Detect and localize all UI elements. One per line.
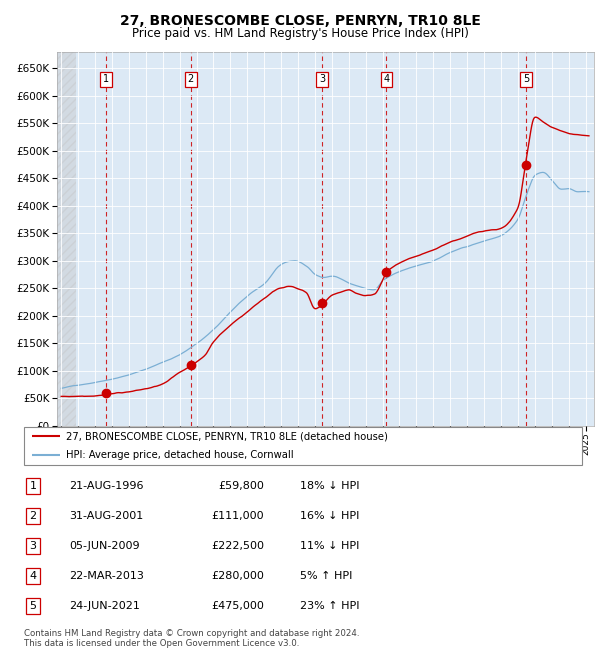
Text: 5: 5 bbox=[523, 75, 529, 84]
Text: 2: 2 bbox=[29, 511, 37, 521]
Text: 27, BRONESCOMBE CLOSE, PENRYN, TR10 8LE (detached house): 27, BRONESCOMBE CLOSE, PENRYN, TR10 8LE … bbox=[66, 432, 388, 441]
FancyBboxPatch shape bbox=[24, 427, 582, 465]
Text: 27, BRONESCOMBE CLOSE, PENRYN, TR10 8LE: 27, BRONESCOMBE CLOSE, PENRYN, TR10 8LE bbox=[119, 14, 481, 29]
Text: HPI: Average price, detached house, Cornwall: HPI: Average price, detached house, Corn… bbox=[66, 450, 293, 460]
Text: Contains HM Land Registry data © Crown copyright and database right 2024.
This d: Contains HM Land Registry data © Crown c… bbox=[24, 629, 359, 648]
Text: 24-JUN-2021: 24-JUN-2021 bbox=[69, 601, 140, 611]
Text: 1: 1 bbox=[103, 75, 109, 84]
Text: 21-AUG-1996: 21-AUG-1996 bbox=[69, 481, 143, 491]
Text: £59,800: £59,800 bbox=[218, 481, 264, 491]
Text: 16% ↓ HPI: 16% ↓ HPI bbox=[300, 511, 359, 521]
Text: 18% ↓ HPI: 18% ↓ HPI bbox=[300, 481, 359, 491]
Text: £280,000: £280,000 bbox=[211, 571, 264, 581]
Text: 5% ↑ HPI: 5% ↑ HPI bbox=[300, 571, 352, 581]
Text: £111,000: £111,000 bbox=[211, 511, 264, 521]
Text: 4: 4 bbox=[29, 571, 37, 581]
Text: 1: 1 bbox=[29, 481, 37, 491]
Text: 5: 5 bbox=[29, 601, 37, 611]
Text: £222,500: £222,500 bbox=[211, 541, 264, 551]
Text: 3: 3 bbox=[29, 541, 37, 551]
Text: 22-MAR-2013: 22-MAR-2013 bbox=[69, 571, 144, 581]
Text: 3: 3 bbox=[319, 75, 325, 84]
Text: 11% ↓ HPI: 11% ↓ HPI bbox=[300, 541, 359, 551]
Text: £475,000: £475,000 bbox=[211, 601, 264, 611]
Text: Price paid vs. HM Land Registry's House Price Index (HPI): Price paid vs. HM Land Registry's House … bbox=[131, 27, 469, 40]
Text: 23% ↑ HPI: 23% ↑ HPI bbox=[300, 601, 359, 611]
Text: 2: 2 bbox=[188, 75, 194, 84]
Bar bbox=[57, 52, 76, 426]
Text: 31-AUG-2001: 31-AUG-2001 bbox=[69, 511, 143, 521]
Text: 4: 4 bbox=[383, 75, 389, 84]
Text: 05-JUN-2009: 05-JUN-2009 bbox=[69, 541, 140, 551]
